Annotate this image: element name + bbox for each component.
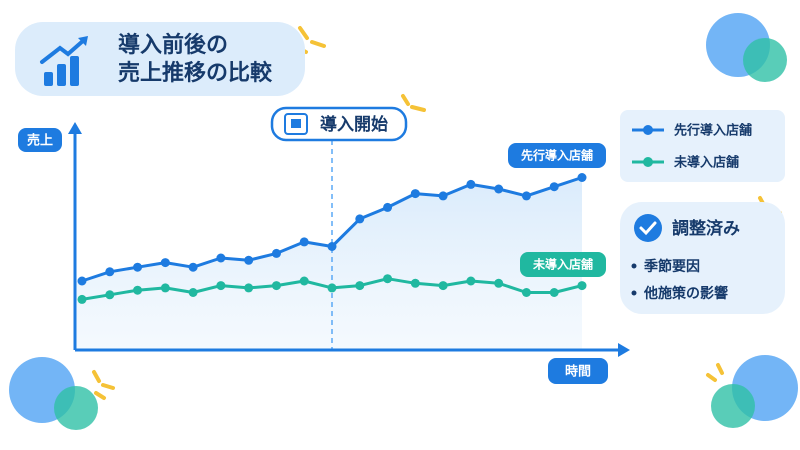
data-point <box>77 294 87 304</box>
x-axis-label: 時間 <box>565 364 591 380</box>
data-point <box>438 281 448 291</box>
data-point <box>494 278 504 288</box>
data-point <box>521 288 531 297</box>
annotation-box <box>270 106 408 142</box>
data-point <box>549 288 559 297</box>
data-point <box>299 237 309 247</box>
y-label-box <box>18 128 62 152</box>
area <box>75 177 582 350</box>
data-point <box>327 283 337 293</box>
data-point <box>244 255 254 265</box>
annotation-icon <box>284 113 308 135</box>
axis-arrow <box>618 343 630 357</box>
data-point <box>271 248 281 258</box>
plot: 先行導入店舗未導入店舗導入開始売上時間先行導入店舗未導入店舗調整済み季節要因他施… <box>18 106 785 384</box>
data-point <box>355 214 365 224</box>
chart-title: 導入前後の <box>118 32 228 58</box>
data-point <box>327 242 337 251</box>
note-bullet <box>631 263 637 269</box>
data-point <box>133 285 143 295</box>
axis-arrow <box>68 122 82 134</box>
legend-swatch <box>643 157 653 167</box>
series-end-label-box <box>520 252 606 277</box>
data-point <box>410 278 420 288</box>
data-point <box>438 191 448 201</box>
data-point <box>133 262 143 272</box>
note-icon <box>634 214 662 242</box>
data-point <box>299 276 309 286</box>
data-point <box>383 274 393 284</box>
legend-label: 未導入店舗 <box>673 155 739 171</box>
data-point <box>105 290 115 300</box>
note-icon <box>639 221 657 236</box>
chart-title: 売上推移の比較 <box>118 60 273 86</box>
data-point <box>271 281 281 291</box>
series-end-label: 未導入店舗 <box>532 257 593 272</box>
x-label-box <box>548 358 608 384</box>
note-item: 他施策の影響 <box>643 285 728 302</box>
data-point <box>549 182 559 192</box>
data-point <box>77 276 87 286</box>
note-title: 調整済み <box>672 218 740 239</box>
data-point <box>105 267 115 277</box>
data-point <box>188 288 198 297</box>
legend-label: 先行導入店舗 <box>674 123 752 139</box>
data-point <box>244 283 254 293</box>
annotation-text: 導入開始 <box>320 114 388 135</box>
data-point <box>216 253 226 263</box>
data-point <box>383 202 393 212</box>
note-bullet <box>631 290 637 296</box>
data-point <box>410 189 420 199</box>
y-axis-label: 売上 <box>27 133 53 149</box>
data-point <box>577 173 587 182</box>
data-point <box>216 281 226 291</box>
series-end-label: 先行導入店舗 <box>521 148 593 163</box>
title-card: 導入前後の 売上推移の比較 <box>15 22 305 96</box>
data-point <box>355 281 365 291</box>
note-item: 季節要因 <box>643 258 700 275</box>
data-point <box>466 179 476 189</box>
data-point <box>188 262 198 272</box>
data-point <box>577 281 587 291</box>
legend-swatch <box>643 125 653 135</box>
series-end-label-box <box>508 143 606 168</box>
data-point <box>160 258 170 268</box>
legend-box <box>620 110 785 182</box>
data-point <box>160 283 170 293</box>
data-point <box>466 276 476 286</box>
data-point <box>494 184 504 194</box>
data-point <box>521 191 531 201</box>
annotation-icon <box>291 119 301 128</box>
